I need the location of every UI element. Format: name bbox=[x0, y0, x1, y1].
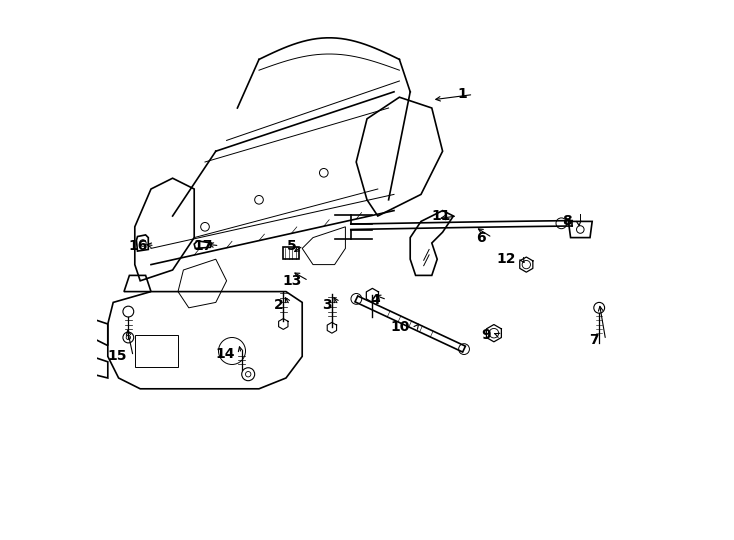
Text: 3: 3 bbox=[322, 298, 332, 312]
Bar bbox=[135, 335, 178, 367]
Text: 6: 6 bbox=[476, 231, 486, 245]
Text: 14: 14 bbox=[215, 347, 235, 361]
Text: 11: 11 bbox=[431, 209, 451, 223]
Text: 16: 16 bbox=[129, 239, 148, 253]
Text: 2: 2 bbox=[274, 298, 283, 312]
Bar bbox=[283, 247, 299, 259]
Text: 7: 7 bbox=[589, 333, 599, 347]
Text: 12: 12 bbox=[496, 252, 515, 266]
Text: 15: 15 bbox=[107, 349, 127, 363]
Text: 5: 5 bbox=[287, 239, 297, 253]
Text: 1: 1 bbox=[457, 87, 467, 102]
Text: 8: 8 bbox=[562, 214, 573, 228]
Text: 10: 10 bbox=[390, 320, 410, 334]
Text: 4: 4 bbox=[371, 293, 380, 307]
Text: 17: 17 bbox=[194, 239, 213, 253]
Text: 13: 13 bbox=[283, 274, 302, 288]
Text: 9: 9 bbox=[482, 328, 491, 342]
